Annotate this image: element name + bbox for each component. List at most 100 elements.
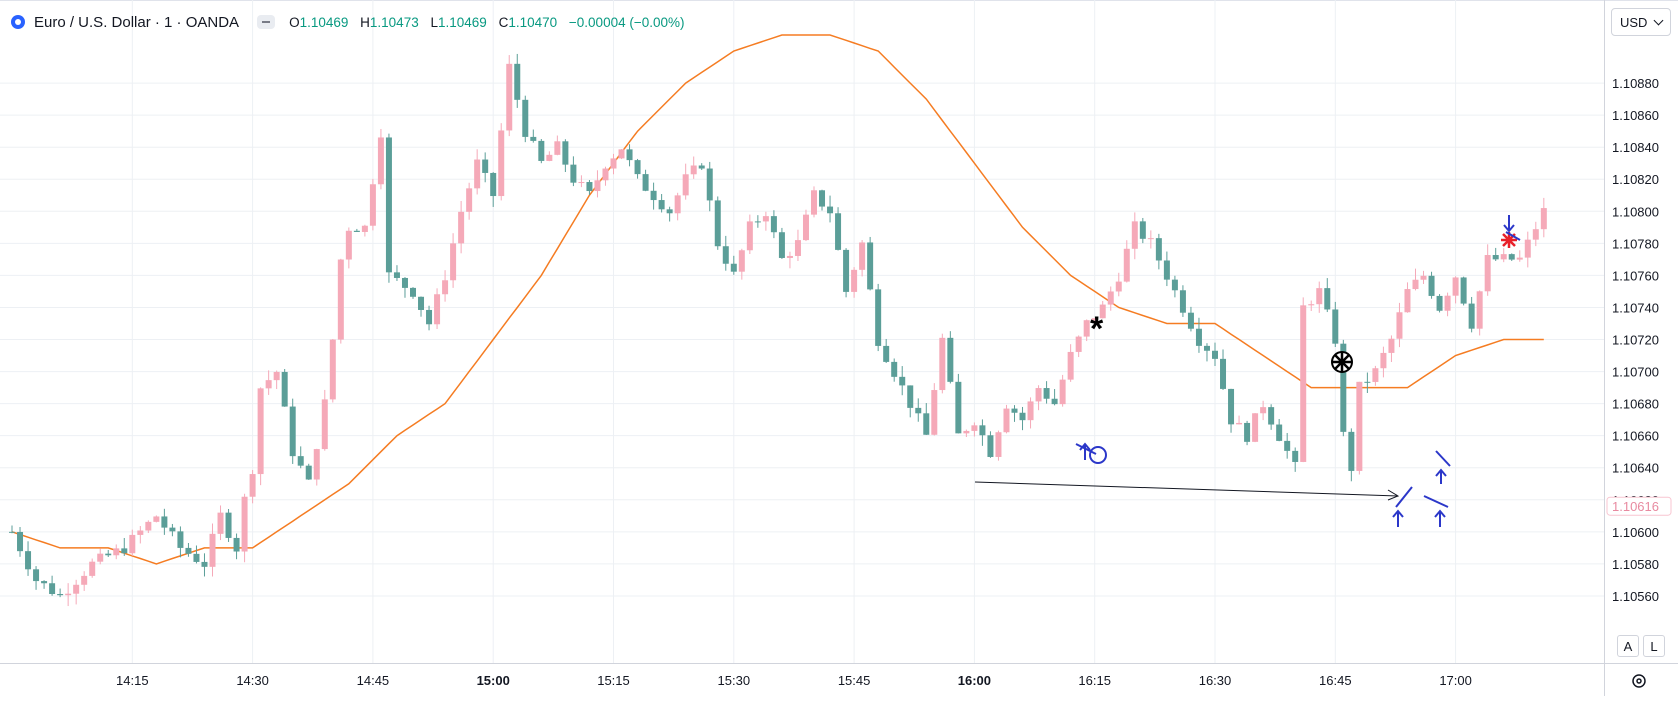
candle[interactable] (690, 156, 697, 179)
candle[interactable] (1059, 374, 1066, 407)
candle[interactable] (442, 270, 449, 302)
candle[interactable] (1468, 296, 1475, 333)
candle[interactable] (482, 152, 489, 183)
candle[interactable] (137, 526, 144, 544)
candle[interactable] (1412, 268, 1419, 291)
candle[interactable] (161, 508, 168, 535)
candle[interactable] (225, 509, 232, 542)
candle[interactable] (610, 153, 617, 175)
candle[interactable] (682, 163, 689, 200)
candle[interactable] (859, 240, 866, 277)
candle[interactable] (955, 373, 962, 434)
candle[interactable] (458, 200, 465, 254)
candle[interactable] (145, 520, 152, 534)
candle[interactable] (41, 580, 48, 589)
candle[interactable] (121, 537, 128, 556)
red-star-marker-icon[interactable] (1501, 232, 1517, 248)
time-scale[interactable]: 14:15 14:30 14:45 15:00 15:15 15:30 15:45 16:00… (0, 663, 1604, 696)
candle[interactable] (65, 583, 72, 607)
candle[interactable] (1212, 342, 1218, 366)
candle[interactable] (1420, 270, 1427, 284)
candle[interactable] (835, 207, 842, 251)
candle[interactable] (802, 209, 809, 242)
candle[interactable] (1011, 405, 1018, 422)
candle[interactable] (1452, 276, 1459, 304)
candle[interactable] (410, 287, 416, 299)
candle[interactable] (185, 542, 192, 557)
candle[interactable] (1532, 221, 1539, 247)
candle[interactable] (217, 505, 224, 541)
candle[interactable] (17, 526, 24, 557)
candle[interactable] (1252, 413, 1259, 443)
candle[interactable] (9, 525, 15, 534)
currency-selector[interactable]: USD (1611, 8, 1671, 36)
moving-average-line[interactable] (11, 34, 1544, 565)
candle[interactable] (297, 446, 304, 469)
candle[interactable] (1484, 244, 1491, 296)
candle[interactable] (249, 470, 256, 504)
candle[interactable] (193, 545, 200, 564)
candle[interactable] (1492, 247, 1499, 262)
candle[interactable] (1292, 447, 1299, 472)
candle[interactable] (907, 385, 914, 418)
candle[interactable] (875, 283, 882, 352)
candle[interactable] (754, 215, 761, 228)
candle[interactable] (923, 403, 930, 435)
candle[interactable] (1035, 385, 1042, 411)
candlestick-chart[interactable]: * (0, 0, 1604, 663)
candle[interactable] (265, 370, 272, 395)
candle[interactable] (658, 194, 665, 213)
candle[interactable] (1300, 297, 1307, 463)
candle[interactable] (201, 553, 208, 577)
candle[interactable] (722, 235, 729, 271)
candle[interactable] (49, 575, 56, 596)
candle[interactable] (1460, 276, 1467, 306)
collapse-legend-button[interactable] (257, 15, 276, 29)
candle[interactable] (979, 419, 986, 446)
candle[interactable] (1404, 282, 1411, 313)
candle[interactable] (369, 178, 376, 231)
candle[interactable] (586, 180, 593, 195)
auto-scale-button[interactable]: A (1617, 635, 1639, 657)
candle[interactable] (57, 588, 64, 598)
candle[interactable] (867, 236, 874, 291)
candle[interactable] (177, 526, 184, 558)
candle[interactable] (827, 195, 834, 223)
candle[interactable] (273, 370, 280, 390)
candle[interactable] (466, 182, 473, 220)
candle[interactable] (762, 211, 769, 231)
candle[interactable] (1195, 317, 1202, 353)
candle[interactable] (305, 463, 312, 480)
candle[interactable] (1388, 335, 1395, 363)
candle[interactable] (73, 579, 80, 605)
candle[interactable] (361, 224, 368, 237)
candle[interactable] (786, 251, 793, 269)
candle[interactable] (1220, 349, 1227, 390)
candle[interactable] (289, 398, 296, 464)
candle[interactable] (1075, 335, 1082, 358)
asterisk-marker-icon[interactable]: * (1090, 310, 1104, 348)
candle[interactable] (1107, 286, 1114, 311)
candle[interactable] (738, 248, 745, 280)
candle[interactable] (730, 255, 737, 275)
candle[interactable] (233, 533, 240, 560)
candle[interactable] (1284, 432, 1291, 459)
candle[interactable] (1019, 406, 1026, 431)
candle[interactable] (418, 296, 425, 317)
candle[interactable] (1428, 271, 1435, 299)
chart-pane[interactable]: * (0, 0, 1604, 663)
time-axis[interactable]: 14:15 14:30 14:45 15:00 15:15 15:30 15:45 16:00… (0, 664, 1604, 697)
candle[interactable] (490, 172, 497, 207)
candle[interactable] (1155, 233, 1162, 270)
wheel-marker-icon[interactable] (1331, 351, 1353, 373)
candle[interactable] (714, 196, 721, 250)
candle[interactable] (1308, 300, 1315, 311)
candle[interactable] (393, 265, 400, 281)
candle[interactable] (1348, 428, 1355, 482)
candle[interactable] (819, 189, 826, 211)
candle[interactable] (89, 558, 96, 578)
candle[interactable] (1316, 281, 1323, 313)
candle[interactable] (1099, 300, 1106, 319)
candle[interactable] (1540, 197, 1547, 238)
candle[interactable] (1236, 415, 1243, 425)
